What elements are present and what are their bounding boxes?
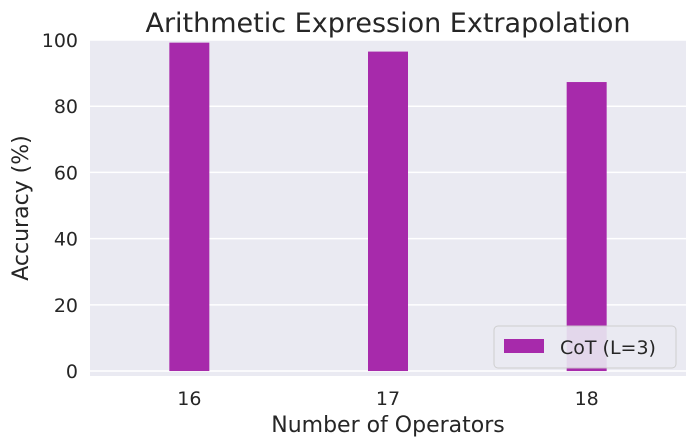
y-tick-label-100: 100 (42, 30, 78, 52)
y-tick-label-40: 40 (54, 229, 78, 251)
chart-title: Arithmetic Expression Extrapolation (145, 8, 630, 39)
y-tick-label-20: 20 (54, 295, 78, 317)
y-axis-ticks: 0 20 40 60 80 100 (42, 30, 78, 383)
y-axis-label: Accuracy (%) (9, 135, 34, 281)
legend: CoT (L=3) (493, 325, 677, 369)
x-tick-label-16: 16 (177, 388, 201, 410)
legend-swatch (504, 339, 544, 353)
bars (169, 42, 607, 372)
legend-box (493, 325, 677, 369)
x-tick-label-17: 17 (376, 388, 400, 410)
x-axis-label: Number of Operators (271, 413, 505, 438)
y-tick-label-60: 60 (54, 162, 78, 184)
y-tick-label-80: 80 (54, 96, 78, 118)
legend-label-cot: CoT (L=3) (560, 337, 656, 359)
bar-16 (169, 42, 210, 372)
x-tick-label-18: 18 (575, 388, 599, 410)
x-axis-ticks: 16 17 18 (177, 388, 599, 410)
bar-18 (566, 82, 607, 372)
y-tick-label-0: 0 (66, 361, 78, 383)
bar-17 (368, 51, 408, 372)
